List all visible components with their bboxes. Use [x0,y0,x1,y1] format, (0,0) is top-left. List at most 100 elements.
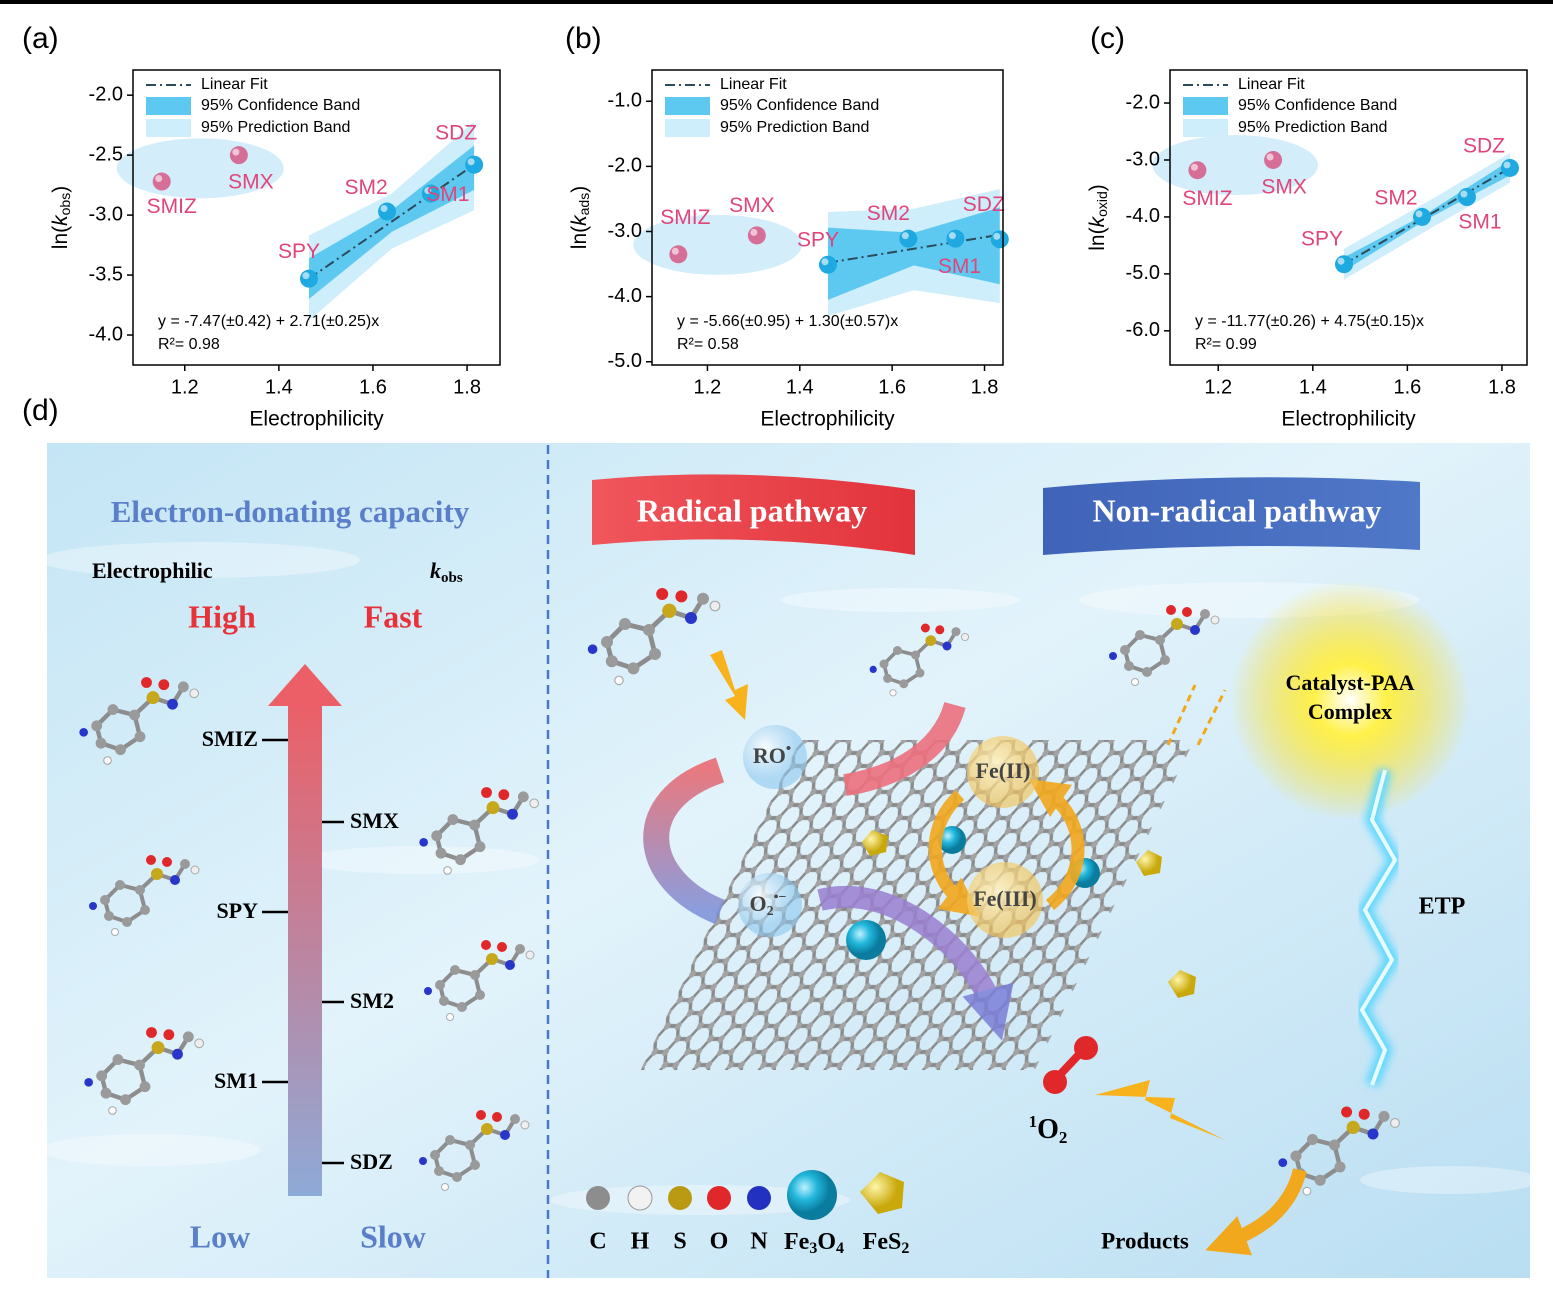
schematic: (d) Electron-donating capacity Electroph… [22,394,1540,1278]
banner [592,474,915,555]
iron-label: Fe(II) [976,758,1031,783]
point-label: SMX [228,171,274,194]
point-label: SMIZ [660,206,710,229]
r-squared: R²= 0.98 [158,336,220,353]
point-highlight [993,232,1001,240]
y-axis-label: ln(kads) [568,186,592,249]
point [299,269,318,288]
banner-text: Radical pathway [637,492,867,528]
band [308,145,475,300]
legend-label: S [673,1229,686,1255]
y-tick-label: -3.5 [89,263,123,285]
symbol: k [430,558,441,583]
legend-swatch [146,119,191,137]
y-label-symbol: k [568,214,591,226]
legend-swatch [1183,119,1228,137]
bond-hint [1166,684,1197,746]
legend-label: Fe3O4 [784,1229,844,1257]
point-highlight [821,258,829,266]
legend-label: O [710,1229,729,1255]
point-highlight [1503,161,1511,169]
formula: Fe [784,1229,810,1255]
y-label-part: ) [49,186,72,193]
y-tick-label: -1.0 [608,90,642,112]
plot-frame [132,69,501,366]
iron-label: Fe(III) [973,886,1037,911]
point-highlight [1460,190,1468,198]
legend-label: Linear Fit [1238,76,1305,93]
y-tick-label: -2.0 [1126,91,1160,113]
compound-label: SM2 [350,988,394,1013]
point-label: SM1 [1458,211,1501,234]
legend-label: H [631,1229,650,1255]
formula: O [817,1229,836,1255]
point-highlight [302,272,310,280]
legend-label: Linear Fit [201,76,268,93]
formula: FeS [863,1229,902,1255]
compound-label: SMIZ [202,726,258,751]
point-highlight [750,228,758,236]
y-tick-label: -5.0 [1126,262,1160,284]
point [747,226,766,245]
point-label: SPY [1301,228,1343,251]
r-squared: R²= 0.58 [677,336,739,353]
top-border [0,0,1553,4]
subscript: 2 [767,904,774,919]
legend-label: C [589,1229,606,1255]
formula: O [1037,1114,1059,1145]
bond-hint [1196,689,1227,746]
point [669,245,688,264]
point [1413,207,1432,226]
point-label: SM1 [426,183,469,206]
point [465,155,484,174]
compound-label: SMX [350,808,399,833]
legend-label: 95% Confidence Band [720,97,879,114]
chart: (b) SMIZ SMX SPY SM2 SM1 SDZ -1.0 -2.0 -3.0 -4.0 -5… [565,22,1009,431]
nanoparticles [846,826,1196,998]
panel-label: (c) [1090,22,1125,55]
x-tick-label: 1.2 [1204,376,1232,398]
x-tick-label: 1.4 [1299,376,1327,398]
y-axis-label: ln(kobs) [49,186,73,249]
column-header: kobs [430,558,463,586]
point [818,255,837,274]
legend-swatch [665,97,710,115]
y-label-symbol: k [49,214,72,226]
formula: O [749,891,766,916]
etp-label: ETP [1419,894,1466,920]
legend-label: 95% Confidence Band [1238,97,1397,114]
point [1264,150,1283,169]
species-label: O2•− [749,890,786,919]
subscript: 2 [1059,1128,1068,1147]
legend-label: N [750,1229,768,1255]
point-highlight [1190,163,1198,171]
x-axis-label: Electrophilicity [760,408,895,431]
equation: y = -5.66(±0.95) + 1.30(±0.57)x [677,313,898,330]
point [378,202,397,221]
point [229,146,248,165]
scale-ticks [262,738,344,1165]
y-label-part: ln( [49,226,72,249]
y-tick-label: -4.0 [89,323,123,345]
point-highlight [948,232,956,240]
electron-transfer [1353,768,1404,1088]
attack-bolt [1095,1080,1225,1140]
group-ellipse [633,214,802,275]
point-label: SM2 [1374,186,1417,209]
complex-label: Catalyst-PAA [1285,670,1414,695]
x-axis-label: Electrophilicity [249,408,384,431]
x-tick-label: 1.2 [171,376,199,398]
redox-arrow [1028,779,1085,911]
point-highlight [901,232,909,240]
x-tick-label: 1.2 [694,376,722,398]
point [1457,187,1476,206]
legend-label: 95% Confidence Band [201,97,360,114]
legend-label: 95% Prediction Band [1238,119,1387,136]
y-tick-label: -5.0 [608,350,642,372]
chart: (c) SMIZ SMX SPY SM2 SM1 SDZ -2.0 -3.0 -4.0 -5.0 -6… [1086,22,1528,431]
x-axis-label: Electrophilicity [1281,408,1416,431]
attack-bolt [710,650,748,720]
point-label: SPY [797,228,839,251]
y-tick-label: -6.0 [1126,319,1160,341]
scale-low: Low [190,1218,250,1254]
